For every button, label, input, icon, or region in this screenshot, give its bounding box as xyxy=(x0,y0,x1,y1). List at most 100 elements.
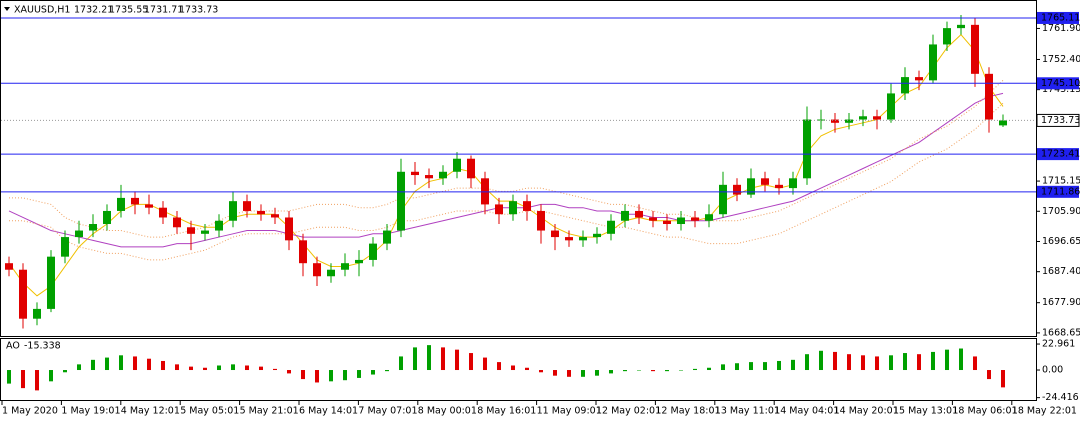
candle-body xyxy=(579,237,587,241)
ao-bar xyxy=(805,354,809,371)
ao-bar xyxy=(637,370,641,371)
ao-bar xyxy=(987,370,991,380)
ao-bar xyxy=(931,351,935,371)
ao-bar xyxy=(651,370,655,372)
ao-bar xyxy=(91,359,95,371)
candle-body xyxy=(61,237,69,257)
ao-bar xyxy=(665,370,669,372)
candle-body xyxy=(383,230,391,244)
candle-body xyxy=(845,119,853,123)
ao-bar xyxy=(49,370,53,382)
candle-body xyxy=(243,201,251,211)
ao-bar xyxy=(385,370,389,372)
level-label-box xyxy=(1037,148,1079,161)
ao-bar xyxy=(525,367,529,371)
ao-bar xyxy=(63,370,67,373)
candle-body xyxy=(887,93,895,120)
x-tick-label: 14 May 04:01 xyxy=(774,406,839,417)
y-tick-label: -24.416 xyxy=(1042,392,1079,403)
ao-bar xyxy=(763,362,767,371)
ao-bar xyxy=(105,357,109,371)
ao-bar xyxy=(427,345,431,371)
y-tick-label: 1715.15 xyxy=(1042,176,1080,187)
candle-body xyxy=(341,263,349,270)
level-label-box xyxy=(1037,11,1079,24)
candle-body xyxy=(5,263,13,270)
candle-body xyxy=(873,116,881,120)
candle-body xyxy=(761,178,769,185)
level-label-box xyxy=(1037,77,1079,90)
candle-body xyxy=(677,217,685,225)
ao-bar xyxy=(875,356,879,371)
candle-body xyxy=(775,184,783,189)
symbol: XAUUSD,H1 xyxy=(14,5,70,16)
candle-body xyxy=(47,256,55,309)
ao-bar xyxy=(399,356,403,371)
candle-body xyxy=(593,233,601,238)
candle-body xyxy=(89,224,97,231)
x-tick-label: 5 May 05:01 xyxy=(180,406,239,417)
ao-title: AO xyxy=(6,341,20,352)
x-tick-label: 18 May 06:01 xyxy=(952,406,1017,417)
moving-average xyxy=(8,92,1004,248)
candle-body xyxy=(19,269,27,319)
ao-bar xyxy=(357,370,361,378)
ao-bar xyxy=(273,368,277,371)
open: 1732.21 xyxy=(74,5,113,16)
candle-body xyxy=(271,214,279,218)
ao-bar xyxy=(847,354,851,371)
level-label: 1711.86 xyxy=(1041,186,1080,197)
ao-bar xyxy=(623,370,627,372)
ao-bar xyxy=(959,348,963,371)
candle-body xyxy=(747,178,755,195)
ao-bar xyxy=(133,356,137,371)
y-tick-label: 1705.90 xyxy=(1042,206,1080,217)
ao-bar xyxy=(259,366,263,371)
candle-body xyxy=(75,230,83,238)
ao-bar xyxy=(903,353,907,371)
candle-body xyxy=(257,210,265,215)
candle-body xyxy=(621,210,629,221)
x-tick-label: 7 May 07:01 xyxy=(358,406,417,417)
candle-body xyxy=(929,44,937,81)
level-label: 1745.10 xyxy=(1041,78,1080,89)
candle-body xyxy=(467,158,475,179)
candle-body xyxy=(565,237,573,241)
ao-bar xyxy=(861,355,865,371)
candle-body xyxy=(999,120,1007,126)
ao-bar xyxy=(497,362,501,371)
x-tick-label: 6 May 14:01 xyxy=(299,406,358,417)
ao-bar xyxy=(721,364,725,371)
x-tick-label: 8 May 00:01 xyxy=(418,406,477,417)
ao-bar xyxy=(231,364,235,371)
ao-bar xyxy=(945,349,949,371)
candle-body xyxy=(649,217,657,221)
level-label-box xyxy=(1037,185,1079,198)
x-tick-label: 18 May 22:01 xyxy=(1012,406,1077,417)
y-tick-label: 1761.90 xyxy=(1042,23,1080,34)
ao-bar xyxy=(917,354,921,371)
candle-body xyxy=(957,24,965,29)
candle-body xyxy=(537,210,545,231)
level-label: 1765.11 xyxy=(1041,12,1080,23)
ao-bar xyxy=(819,350,823,371)
ao-bar xyxy=(413,347,417,371)
x-tick-label: 12 May 18:01 xyxy=(655,406,720,417)
ao-bar xyxy=(371,370,375,375)
level-label: 1723.41 xyxy=(1041,149,1080,160)
candle-body xyxy=(397,171,405,231)
ao-bar xyxy=(119,355,123,371)
x-tick-label: 12 May 02:01 xyxy=(596,406,661,417)
ao-bar xyxy=(553,370,557,376)
ao-bar xyxy=(511,365,515,371)
candle-body xyxy=(789,178,797,189)
ao-value: -15.338 xyxy=(24,341,61,352)
ao-bar xyxy=(161,360,165,371)
candle-body xyxy=(859,116,867,120)
ao-bar xyxy=(567,370,571,377)
ao-bar xyxy=(749,362,753,371)
y-tick-label: 1752.40 xyxy=(1042,54,1080,65)
price-pane xyxy=(0,0,1037,337)
